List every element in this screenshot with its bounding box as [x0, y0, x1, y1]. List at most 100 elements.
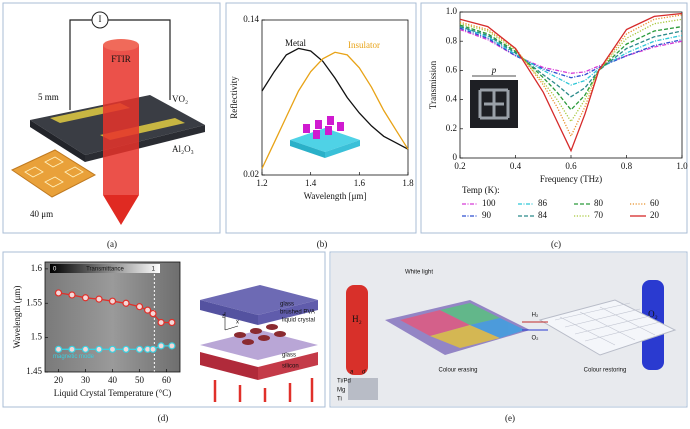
legend-label: 90	[482, 210, 492, 220]
colour-illustration: H₂ O₂ White light H₂ O₂ Colour erasing C…	[331, 253, 686, 406]
x-tick-label: 0.6	[565, 161, 577, 171]
series-line	[459, 25, 683, 86]
series-line	[459, 12, 683, 153]
x-tick-label: 1.0	[676, 161, 688, 171]
gas-label: H₂	[352, 314, 362, 324]
y-axis-label: Wavelength (μm)	[12, 286, 22, 349]
unit-cell-inset: p	[470, 65, 518, 128]
y-axis-label: Reflectivity	[229, 76, 239, 119]
panel-frame	[225, 2, 417, 234]
colorbar	[50, 264, 160, 273]
marker	[95, 295, 103, 303]
y-tick-label: 1.45	[26, 366, 42, 376]
plot-frame	[261, 19, 409, 176]
legend-label: 70	[594, 210, 604, 220]
film-label: VO₂	[172, 94, 188, 104]
metasurface-inset	[290, 116, 360, 158]
marker	[81, 345, 90, 353]
y-tick-label: 0.6	[446, 64, 458, 74]
y-tick-label: 0.2	[446, 123, 457, 133]
x-tick-label: 1.8	[402, 178, 414, 188]
y-axis-label: Transmission	[428, 60, 438, 109]
arrow-label: H₂	[532, 313, 539, 319]
substrate-label: Al₂O₃	[172, 144, 194, 154]
panel-frame	[420, 2, 688, 234]
marker	[68, 291, 76, 299]
marker	[54, 345, 63, 353]
marker	[144, 306, 152, 314]
beam-label: FTIR	[111, 54, 131, 64]
colorbar-label: Transmittance	[86, 267, 124, 273]
x-tick-label: 40	[108, 375, 118, 385]
y-tick-label: 0.02	[243, 169, 259, 179]
marker	[81, 294, 90, 302]
x-tick-label: 1.2	[256, 178, 267, 188]
x-axis-label: Frequency (THz)	[540, 174, 602, 184]
x-tick-label: 20	[54, 375, 64, 385]
marker	[54, 289, 63, 297]
marker	[122, 345, 130, 353]
stack-label: Ti	[337, 397, 342, 403]
y-tick-label: 1.55	[26, 297, 42, 307]
x-tick-label: 30	[81, 375, 91, 385]
gas-label: O₂	[648, 309, 658, 319]
layer-label: glass	[282, 353, 296, 359]
legend-label: 86	[538, 198, 548, 208]
y-tick-label: 1.0	[446, 6, 458, 16]
legend-label: 80	[594, 198, 604, 208]
legend-label: 100	[482, 198, 496, 208]
series-label: magnetic mode	[53, 354, 95, 360]
dim-label: d	[362, 370, 366, 376]
caption: Colour erasing	[438, 368, 477, 374]
arrow-label: O₂	[532, 336, 540, 342]
marker	[168, 318, 176, 327]
marker	[95, 345, 103, 353]
series-label: Metal	[285, 38, 306, 48]
stack-label: Ti/Pd	[337, 379, 351, 385]
panel-label: (d)	[158, 413, 169, 423]
marker	[122, 299, 130, 307]
plot-background	[45, 262, 180, 372]
scale-label: 5 mm	[38, 92, 59, 102]
layer-diagram: glass brushed PVA liquid crystal glass s…	[200, 285, 318, 402]
axis-label: x	[236, 320, 239, 326]
panel-label: (a)	[107, 239, 117, 249]
marker	[135, 345, 144, 353]
legend-label: 84	[538, 210, 548, 220]
stack-label: Mg	[337, 388, 345, 394]
y-tick-label: 0.8	[446, 35, 458, 45]
marker	[135, 303, 144, 311]
dim-label: a	[350, 370, 354, 376]
source-label: I	[99, 14, 102, 24]
y-tick-label: 0.14	[243, 14, 259, 24]
layer-label: brushed PVA	[280, 310, 315, 316]
panel-label: (e)	[505, 413, 515, 423]
legend-title: Temp (K):	[462, 185, 500, 195]
y-tick-label: 0	[453, 152, 458, 162]
series-line	[459, 24, 683, 111]
y-tick-label: 0.4	[446, 94, 458, 104]
x-tick-label: 50	[135, 375, 145, 385]
marker	[157, 342, 165, 350]
series-line	[459, 18, 683, 123]
panel-frame	[2, 2, 221, 234]
x-tick-label: 0.2	[454, 161, 465, 171]
colorbar-label: 1	[152, 267, 156, 273]
series-line	[459, 14, 683, 138]
device-illustration: I FTIR 5 mm VO₂ Al₂O₃ 40 μm	[10, 11, 205, 225]
y-tick-label: 1.6	[31, 263, 43, 273]
layer-label: glass	[280, 302, 294, 308]
layer-label: liquid crystal	[282, 318, 315, 324]
legend-label: 20	[650, 210, 660, 220]
series-line	[261, 47, 409, 150]
marker	[68, 345, 76, 353]
layer-label: silicon	[282, 364, 299, 370]
x-tick-label: 0.4	[510, 161, 522, 171]
inset-label: p	[491, 65, 497, 75]
series-line	[459, 25, 683, 98]
axis-label: z	[222, 314, 225, 320]
inset-scale-label: 40 μm	[30, 209, 53, 219]
series-label: Insulator	[348, 40, 380, 50]
light-label: White light	[405, 270, 433, 276]
